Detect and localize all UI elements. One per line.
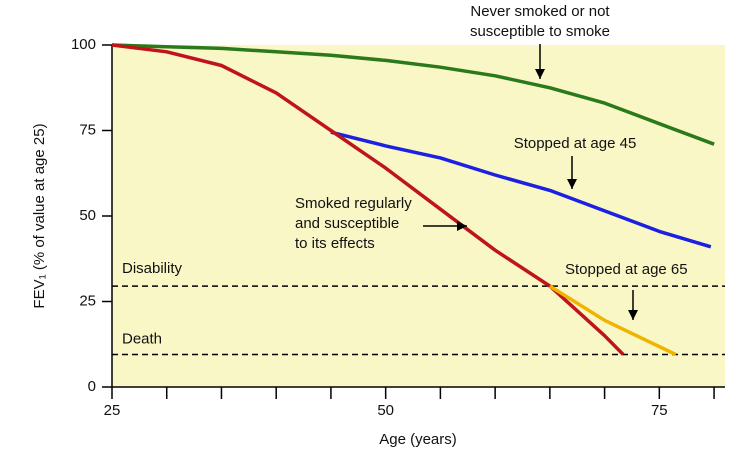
series-annotation: susceptible to smoke: [470, 23, 610, 40]
series-annotation: Stopped at age 65: [565, 261, 688, 278]
x-axis-label: Age (years): [379, 431, 457, 448]
arrow-head: [567, 179, 577, 189]
y-tick-label: 50: [79, 207, 96, 224]
x-tick-label: 25: [104, 402, 121, 419]
series-line: [111, 43, 715, 146]
series-annotation: Smoked regularly: [295, 195, 412, 212]
reference-label: Death: [122, 330, 162, 347]
series-annotation: and susceptible: [295, 215, 399, 232]
reference-label: Disability: [122, 260, 183, 277]
series-line: [548, 284, 677, 357]
y-tick-label: 0: [88, 378, 96, 395]
x-tick-label: 75: [651, 402, 668, 419]
arrow-head: [628, 310, 638, 320]
y-tick-label: 100: [71, 36, 96, 53]
y-tick-label: 75: [79, 121, 96, 138]
series-annotation: Never smoked or not: [470, 3, 610, 20]
x-tick-label: 50: [377, 402, 394, 419]
series-line: [330, 130, 712, 249]
series-line: [111, 43, 625, 356]
series-annotation: Stopped at age 45: [514, 135, 637, 152]
arrow-head: [535, 69, 545, 79]
arrow-head: [457, 221, 467, 231]
y-axis-label: FEV₁ (% of value at age 25): [31, 123, 48, 308]
y-tick-label: 25: [79, 292, 96, 309]
series-annotation: to its effects: [295, 235, 375, 252]
